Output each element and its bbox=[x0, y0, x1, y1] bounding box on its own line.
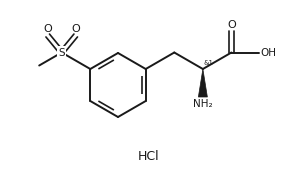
Polygon shape bbox=[198, 69, 208, 97]
Text: O: O bbox=[71, 25, 80, 34]
Text: O: O bbox=[43, 25, 52, 34]
Text: NH₂: NH₂ bbox=[193, 99, 213, 109]
Text: S: S bbox=[58, 48, 65, 57]
Text: HCl: HCl bbox=[138, 149, 160, 162]
Text: O: O bbox=[227, 20, 236, 30]
Text: OH: OH bbox=[260, 48, 277, 57]
Text: &1: &1 bbox=[204, 60, 214, 66]
